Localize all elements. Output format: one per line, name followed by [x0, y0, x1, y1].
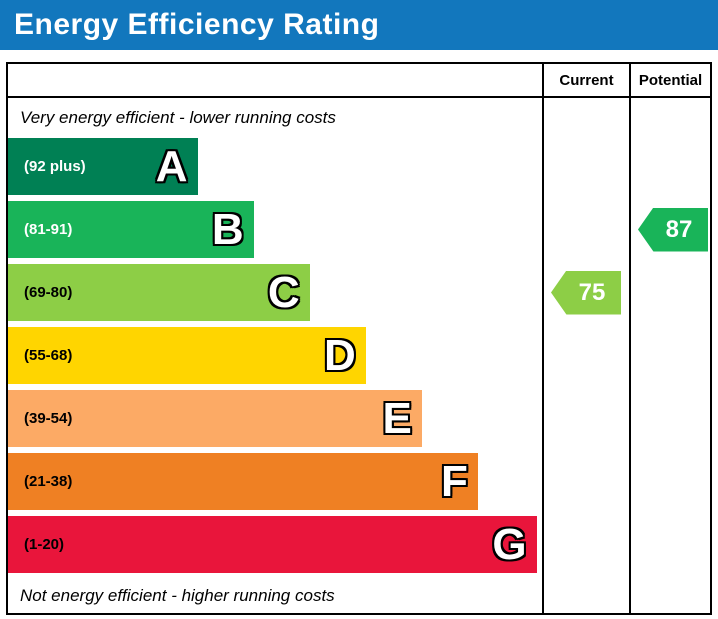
band-bar-g: (1-20) G — [8, 516, 537, 573]
energy-rating-chart: Very energy efficient - lower running co… — [6, 62, 712, 615]
page-title: Energy Efficiency Rating — [14, 8, 380, 41]
potential-column: Potential 87 — [629, 64, 710, 613]
band-letter: F — [441, 456, 468, 506]
current-rating-arrow: 75 — [551, 270, 621, 315]
band-row-g: (1-20) G — [8, 516, 542, 573]
current-rating-value: 75 — [578, 278, 606, 306]
bands-column-header-spacer — [8, 64, 542, 98]
band-range-label: (39-54) — [24, 410, 73, 427]
band-row-d: (55-68) D — [8, 327, 542, 384]
band-range-label: (21-38) — [24, 473, 73, 490]
bottom-note: Not energy efficient - higher running co… — [20, 586, 335, 605]
band-bar-e: (39-54) E — [8, 390, 422, 447]
band-letter: G — [492, 519, 527, 569]
band-letter: B — [211, 204, 244, 254]
title-bar: Energy Efficiency Rating — [0, 0, 718, 50]
band-range-label: (81-91) — [24, 221, 73, 238]
band-letter: D — [323, 330, 356, 380]
band-row-e: (39-54) E — [8, 390, 542, 447]
band-bar-d: (55-68) D — [8, 327, 366, 384]
band-range-label: (92 plus) — [24, 158, 86, 175]
band-bar-b: (81-91) B — [8, 201, 254, 258]
current-column-header: Current — [544, 64, 629, 98]
potential-column-body: 87 — [631, 98, 710, 613]
band-row-a: (92 plus) A — [8, 138, 542, 195]
band-letter: C — [267, 267, 300, 317]
band-row-f: (21-38) F — [8, 453, 542, 510]
potential-rating-arrow: 87 — [638, 207, 708, 252]
band-range-label: (69-80) — [24, 284, 73, 301]
current-column: Current 75 — [542, 64, 629, 613]
band-letter: A — [155, 141, 188, 191]
bands-area: Very energy efficient - lower running co… — [8, 98, 542, 613]
bands-column: Very energy efficient - lower running co… — [8, 64, 542, 613]
band-bar-a: (92 plus) A — [8, 138, 198, 195]
potential-rating-value: 87 — [665, 215, 693, 243]
band-row-b: (81-91) B — [8, 201, 542, 258]
band-row-c: (69-80) C — [8, 264, 542, 321]
potential-column-header: Potential — [631, 64, 710, 98]
band-range-label: (55-68) — [24, 347, 73, 364]
band-bar-c: (69-80) C — [8, 264, 310, 321]
band-range-label: (1-20) — [24, 536, 65, 553]
band-bar-f: (21-38) F — [8, 453, 478, 510]
current-column-body: 75 — [544, 98, 629, 613]
top-note: Very energy efficient - lower running co… — [20, 108, 336, 127]
band-letter: E — [382, 393, 412, 443]
